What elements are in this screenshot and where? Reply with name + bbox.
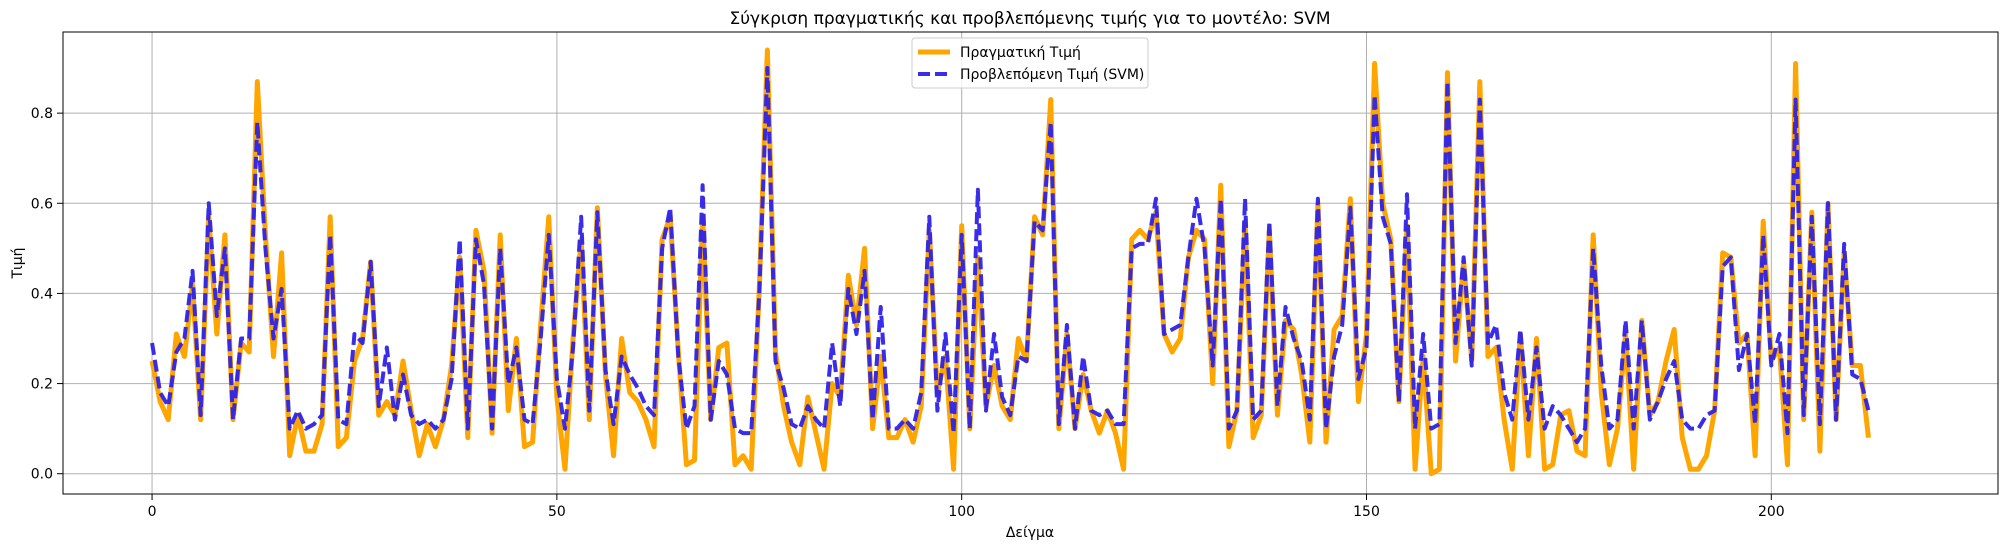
y-tick-label: 0.0 (31, 467, 53, 483)
y-tick-label: 0.8 (31, 106, 53, 122)
grid (63, 32, 1998, 494)
y-tick-label: 0.6 (31, 196, 53, 212)
series-layer (149, 47, 1871, 477)
legend-label-actual: Πραγματική Τιμή (960, 45, 1081, 61)
y-axis-label: Τιμή (10, 247, 26, 279)
legend-label-predicted: Προβλεπόμενη Τιμή (SVM) (960, 67, 1144, 83)
x-tick-label: 150 (1353, 504, 1380, 520)
x-tick-label: 100 (948, 504, 975, 520)
x-tick-label: 200 (1758, 504, 1785, 520)
legend: Πραγματική Τιμή Προβλεπόμενη Τιμή (SVM) (911, 37, 1149, 89)
chart-title: Σύγκριση πραγματικής και προβλεπόμενης τ… (729, 9, 1330, 29)
legend-box (911, 37, 1149, 89)
y-tick-label: 0.2 (31, 377, 53, 393)
series-predicted-line (150, 66, 1871, 445)
x-tick-label: 0 (148, 504, 157, 520)
x-tick-label: 50 (548, 504, 566, 520)
ticks: 0 50 100 150 200 0.0 0.2 0.4 0.6 0.8 (31, 106, 1785, 520)
series-actual-line (149, 47, 1871, 477)
plot-area-frame (62, 31, 1999, 495)
x-axis-label: Δείγμα (1006, 525, 1054, 541)
y-tick-label: 0.4 (31, 286, 53, 302)
